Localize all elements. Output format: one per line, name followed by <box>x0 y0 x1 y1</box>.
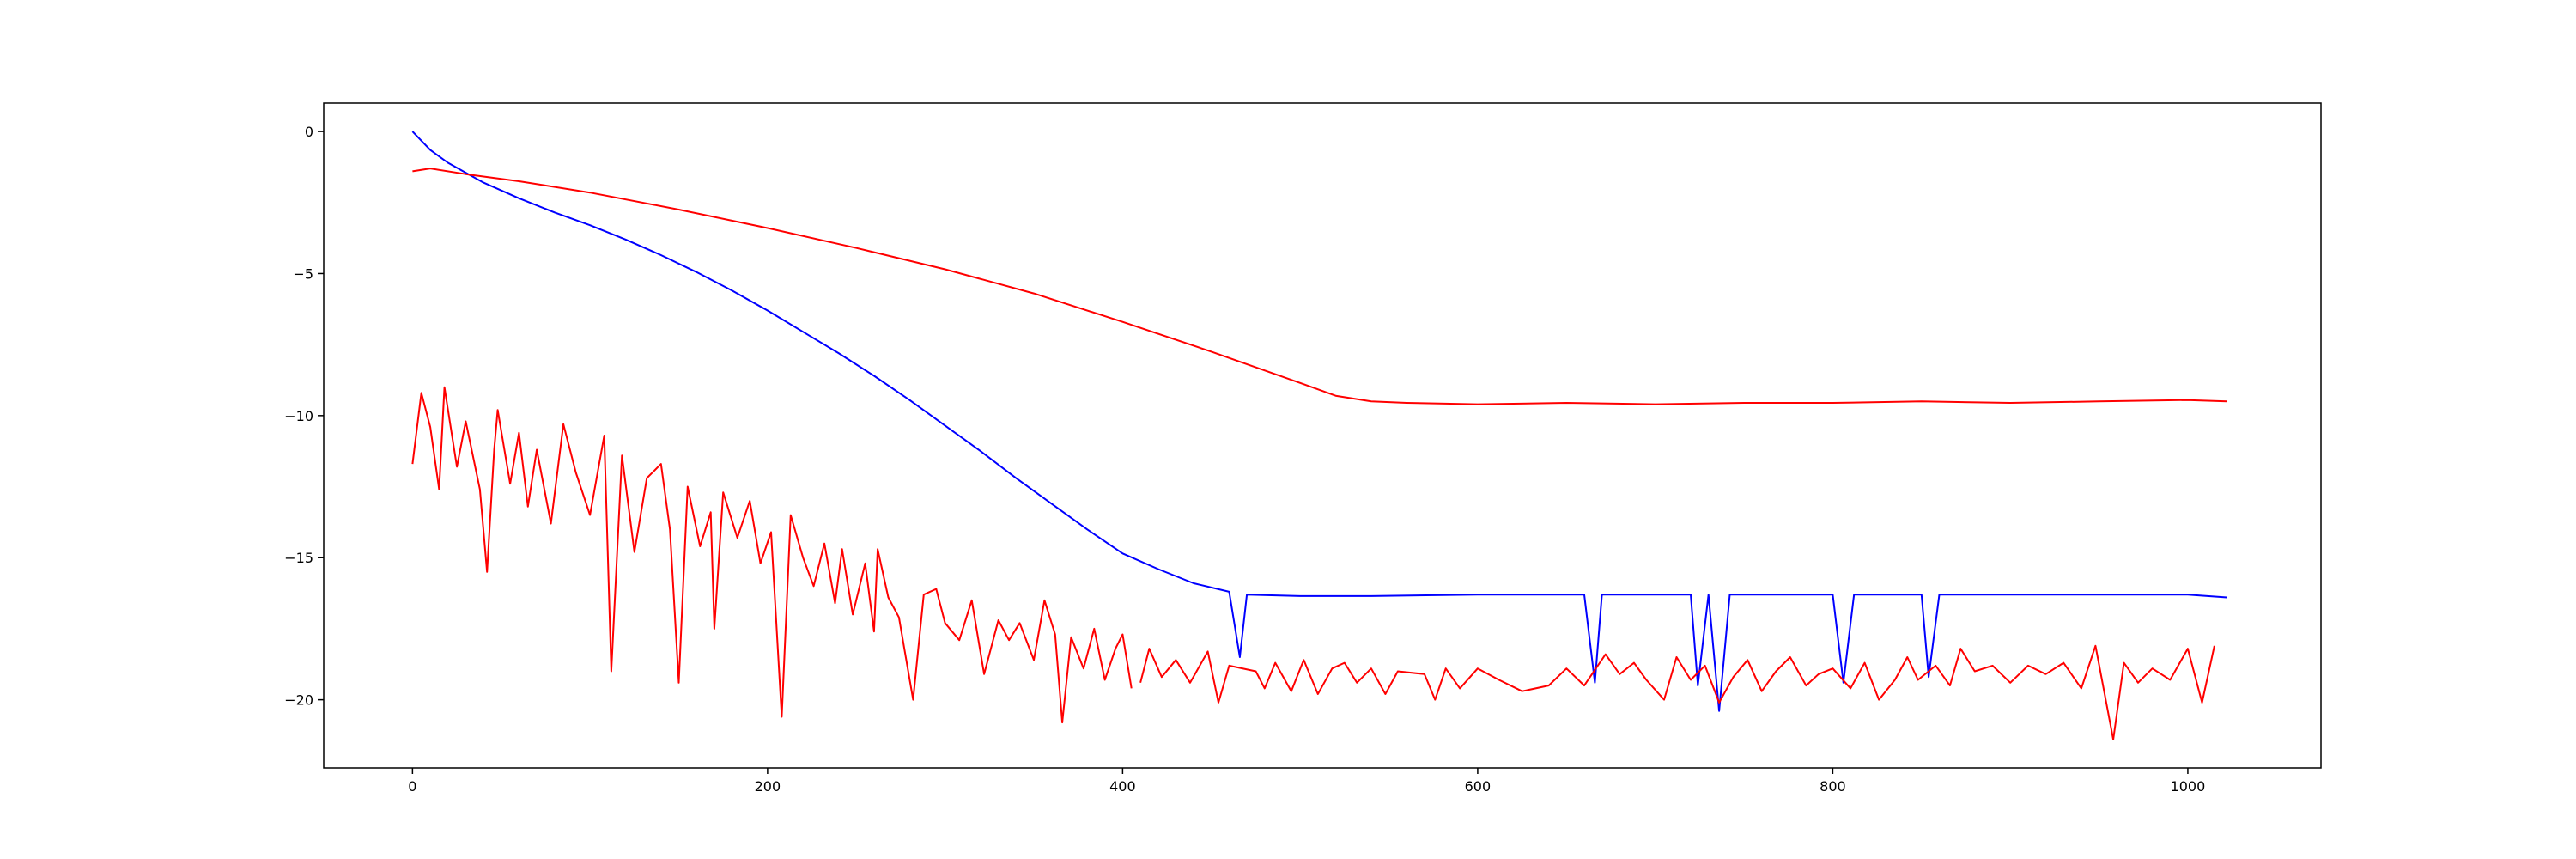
y-tick-label: −15 <box>284 550 313 566</box>
axes-frame <box>323 102 2322 769</box>
series-line-1 <box>411 131 2227 712</box>
x-tick-label: 1000 <box>2171 778 2206 795</box>
plot-series <box>411 131 2227 740</box>
x-tick-label: 600 <box>1465 778 1492 795</box>
y-tick-label: 0 <box>305 124 313 140</box>
series-line-4 <box>1139 644 2215 740</box>
x-tick-label: 400 <box>1109 778 1136 795</box>
y-tick-label: −10 <box>284 408 313 424</box>
y-axis: 0 −5 −10 −15 −20 <box>284 124 324 709</box>
x-axis: 0 200 400 600 800 1000 <box>408 768 2205 795</box>
y-tick-label: −5 <box>293 265 313 282</box>
series-line-2 <box>412 168 2227 405</box>
series-line-3 <box>411 386 1133 724</box>
y-tick-label: −20 <box>284 692 313 709</box>
x-tick-label: 200 <box>755 778 781 795</box>
x-tick-label: 800 <box>1820 778 1846 795</box>
x-tick-label: 0 <box>408 778 416 795</box>
